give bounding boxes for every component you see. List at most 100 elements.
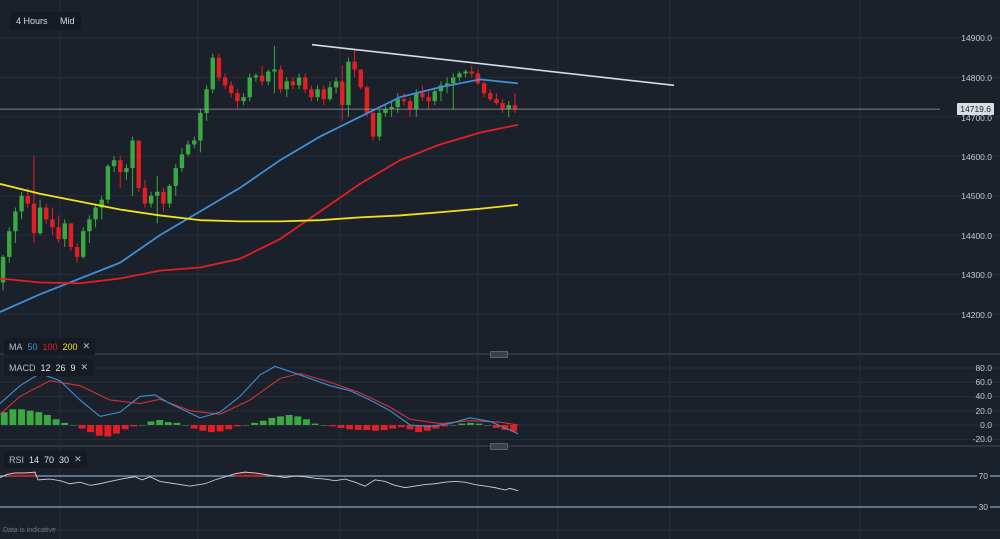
- candle-body: [25, 195, 30, 204]
- candle-body: [377, 112, 382, 137]
- candle-body: [364, 87, 370, 113]
- rsi-legend[interactable]: RSI 14 70 30 ✕: [4, 451, 87, 468]
- candle-body: [56, 227, 61, 240]
- macd-fast-param: 12: [40, 362, 51, 373]
- macd-histogram-bar: [475, 423, 483, 425]
- rsi-remove-icon[interactable]: ✕: [74, 454, 82, 464]
- rsi-legend-name: RSI: [9, 454, 25, 465]
- macd-histogram-bar: [121, 425, 129, 430]
- price-type-selector[interactable]: Mid: [54, 12, 81, 30]
- candle-body: [321, 89, 326, 100]
- macd-histogram-bar: [380, 425, 388, 431]
- ma-remove-icon[interactable]: ✕: [82, 341, 91, 351]
- ma-200-line: [0, 183, 519, 223]
- macd-pane[interactable]: [0, 365, 519, 437]
- macd-histogram-bar: [346, 425, 354, 430]
- ma-100-line: [0, 123, 519, 285]
- macd-histogram-bar: [147, 421, 155, 425]
- candle-body: [124, 168, 129, 173]
- candle-body: [500, 103, 505, 109]
- rsi-upper-param: 70: [44, 454, 55, 465]
- candle-body: [340, 81, 345, 106]
- candle-body: [130, 140, 135, 169]
- price-axis-label: 14200.0: [961, 310, 992, 320]
- macd-histogram-bar: [69, 425, 77, 426]
- candle-body: [309, 89, 314, 98]
- candle-body: [105, 166, 111, 200]
- candle-body: [222, 77, 228, 86]
- macd-legend-name: MACD: [9, 362, 36, 373]
- macd-histogram-bar: [354, 425, 362, 431]
- candle-body: [395, 99, 400, 108]
- candle-body: [216, 57, 222, 78]
- candle-body: [185, 144, 191, 155]
- candle-body: [62, 223, 67, 240]
- macd-histogram-bar: [268, 417, 276, 425]
- macd-axis-label: -20.0: [972, 434, 992, 444]
- candle-body: [161, 191, 166, 204]
- macd-histogram-bar: [138, 425, 146, 426]
- ma-legend[interactable]: MA 50 100 200 ✕: [4, 338, 96, 355]
- macd-histogram-bar: [328, 425, 336, 427]
- rsi-axis-label: 30: [976, 502, 990, 512]
- candle-body: [44, 207, 49, 220]
- macd-axis-label: 60.0: [975, 377, 992, 387]
- candle-body: [451, 77, 456, 84]
- price-pane[interactable]: [0, 43, 940, 313]
- candle-body: [475, 73, 481, 84]
- candle-body: [444, 83, 450, 86]
- rsi-pane[interactable]: [0, 471, 1000, 508]
- macd-histogram-bar: [415, 425, 423, 433]
- ma-50-label: 50: [27, 341, 38, 352]
- macd-histogram-bar: [484, 425, 492, 426]
- macd-histogram-bar: [337, 425, 345, 428]
- candle-body: [370, 112, 376, 137]
- macd-legend[interactable]: MACD 12 26 9 ✕: [4, 359, 94, 376]
- candle-body: [407, 101, 413, 109]
- candle-body: [346, 61, 351, 106]
- pane-resize-handle-macd-rsi[interactable]: [490, 443, 508, 450]
- macd-histogram-bar: [449, 425, 457, 426]
- candle-body: [192, 140, 197, 145]
- candle-body: [315, 89, 320, 98]
- macd-histogram-bar: [104, 425, 112, 437]
- candle-body: [266, 71, 271, 82]
- macd-histogram-bar: [113, 425, 120, 434]
- candle-body: [469, 71, 474, 74]
- macd-axis-label: 40.0: [975, 391, 992, 401]
- macd-histogram-bar: [26, 410, 34, 425]
- macd-histogram-bar: [130, 425, 138, 427]
- candle-body: [247, 77, 252, 98]
- candle-body: [229, 85, 234, 94]
- candle-body: [148, 195, 154, 204]
- candle-body: [463, 71, 468, 74]
- pane-resize-handle-price-macd[interactable]: [490, 351, 508, 358]
- macd-histogram-bar: [251, 422, 259, 425]
- macd-histogram-bar: [458, 423, 466, 425]
- macd-histogram-bar: [190, 425, 198, 429]
- macd-histogram-bar: [35, 412, 43, 425]
- macd-histogram-bar: [233, 425, 241, 427]
- macd-histogram-bar: [18, 409, 25, 425]
- candle-body: [481, 83, 487, 94]
- candle-body: [494, 99, 499, 104]
- macd-histogram-bar: [225, 425, 233, 430]
- ma-50-line: [0, 78, 519, 313]
- candle-body: [401, 99, 407, 102]
- candle-body: [253, 75, 259, 78]
- macd-histogram-bar: [363, 425, 371, 431]
- macd-histogram-bar: [285, 414, 293, 425]
- candle-body: [352, 61, 357, 70]
- macd-signal-line: [0, 372, 519, 426]
- macd-remove-icon[interactable]: ✕: [80, 362, 89, 372]
- macd-histogram-bar: [216, 425, 224, 432]
- candle-body: [7, 231, 12, 257]
- timeframe-selector[interactable]: 4 Hours: [10, 12, 54, 30]
- candle-body: [155, 191, 160, 196]
- candle-body: [0, 256, 6, 283]
- candle-body: [87, 219, 92, 232]
- candle-body: [99, 199, 104, 208]
- current-price-tag: 14719.6: [957, 103, 994, 115]
- rsi-period-param: 14: [29, 454, 40, 465]
